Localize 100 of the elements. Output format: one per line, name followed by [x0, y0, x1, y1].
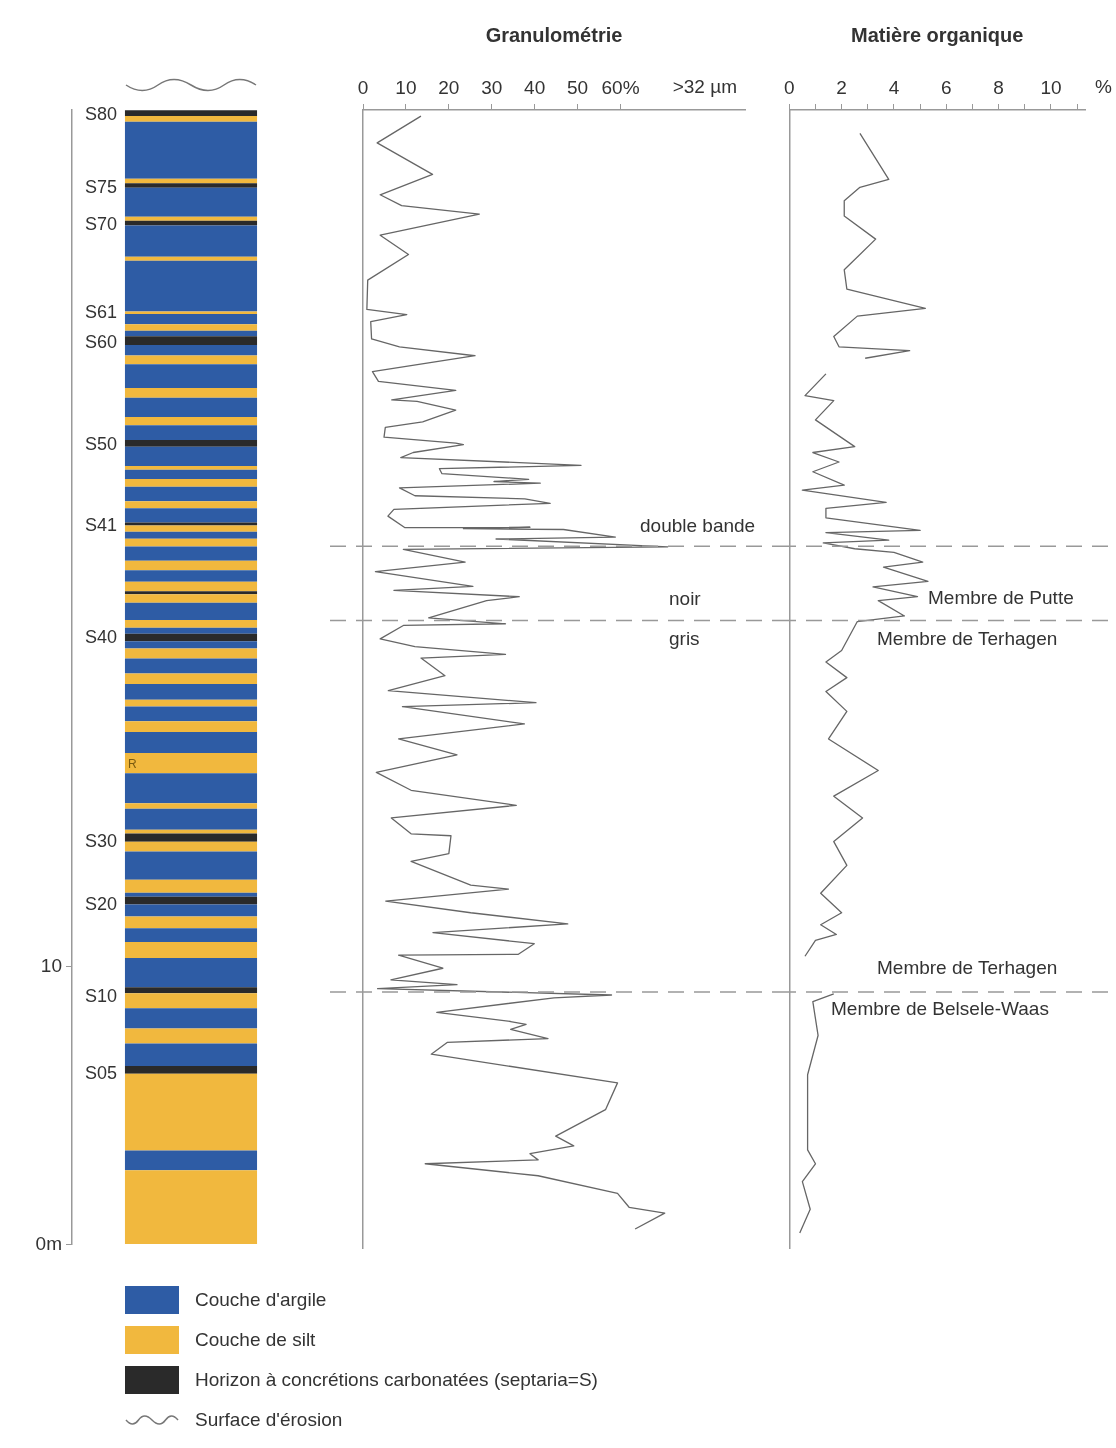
annotation: double bande	[640, 515, 756, 537]
bar	[124, 183, 258, 188]
bar	[124, 904, 258, 917]
text: S60	[84, 331, 117, 352]
bar	[124, 683, 258, 700]
bar	[124, 928, 258, 943]
bar	[124, 469, 258, 480]
bar	[124, 486, 258, 502]
bar	[124, 942, 258, 958]
bar	[124, 570, 258, 582]
bar	[124, 225, 258, 257]
legend-label: Horizon à concrétions carbonatées (septaria=S)	[195, 1369, 598, 1391]
bar	[124, 591, 258, 595]
bar	[124, 417, 258, 426]
text: S20	[84, 893, 117, 914]
bar	[124, 721, 258, 733]
bar	[124, 446, 258, 466]
bar	[124, 178, 258, 184]
x-tick-label: 50	[567, 76, 589, 98]
bar	[124, 538, 258, 547]
bar	[124, 397, 258, 418]
chart-title: Granulométrie	[485, 23, 623, 46]
x-tick-label: 6	[941, 76, 952, 98]
annotation: gris	[669, 628, 700, 650]
bar	[124, 829, 258, 834]
bar	[124, 364, 258, 389]
bar	[124, 440, 258, 447]
x-tick-label: 2	[836, 76, 847, 98]
y-tick-label: 0m	[35, 1232, 62, 1254]
annotation: Membre de Terhagen	[877, 957, 1058, 979]
bar	[124, 330, 258, 337]
bar	[124, 627, 258, 634]
bar	[124, 892, 258, 897]
bar	[124, 216, 258, 221]
x-tick-label: 0	[783, 76, 795, 98]
bar	[124, 957, 258, 988]
x-tick-label: 10	[1040, 76, 1062, 98]
bar	[124, 388, 258, 398]
bar	[124, 260, 258, 312]
bar	[124, 1073, 258, 1151]
bar	[124, 1170, 258, 1245]
bar	[124, 803, 258, 809]
bar	[124, 531, 258, 539]
bar	[124, 993, 258, 1009]
bar	[124, 121, 258, 179]
bar	[124, 602, 258, 621]
bar	[124, 344, 258, 356]
x-axis-title: %	[1095, 76, 1113, 97]
annotation: Membre de Belsele-Waas	[831, 998, 1049, 1020]
x-tick-label: 0	[357, 76, 369, 98]
bar	[124, 1008, 258, 1029]
bar	[124, 110, 258, 117]
bar	[124, 355, 258, 365]
bar	[124, 833, 258, 842]
text: S41	[84, 514, 117, 535]
text: S10	[84, 985, 117, 1006]
text: S70	[84, 213, 117, 234]
bar	[124, 116, 258, 122]
text: S75	[84, 176, 117, 197]
x-tick-label: 20	[438, 76, 460, 98]
bar	[124, 916, 258, 929]
bar	[124, 324, 258, 331]
text: S05	[84, 1062, 117, 1083]
bar	[124, 594, 258, 603]
bar	[124, 633, 258, 642]
bar	[124, 501, 258, 509]
bar	[124, 336, 258, 345]
bar	[124, 896, 258, 905]
x-tick-label: 8	[993, 76, 1004, 98]
text: S40	[84, 626, 117, 647]
bar	[124, 1028, 258, 1044]
bar	[124, 706, 258, 722]
bar	[124, 851, 258, 880]
bar	[124, 522, 258, 526]
bar	[124, 1066, 258, 1074]
bar	[124, 560, 258, 571]
bar	[124, 546, 258, 561]
chart-title: Matière organique	[851, 23, 1024, 46]
annotation: Membre de Putte	[928, 587, 1074, 609]
bar	[124, 773, 258, 804]
bar	[124, 641, 258, 649]
bar	[124, 425, 258, 441]
bar	[124, 256, 258, 261]
bar	[124, 479, 258, 487]
x-tick-label: 10	[395, 76, 417, 98]
bar	[124, 314, 258, 325]
bar	[124, 808, 258, 830]
x-axis-title: >32 µm	[672, 76, 737, 97]
bar	[124, 987, 258, 994]
annotation: noir	[669, 588, 702, 610]
text: S80	[84, 103, 117, 124]
bar	[124, 879, 258, 893]
legend-label: Couche d'argile	[195, 1289, 327, 1311]
bar	[124, 732, 258, 753]
bar	[124, 648, 258, 659]
bar	[124, 752, 258, 774]
legend-label: Couche de silt	[195, 1329, 316, 1351]
annotation: R	[128, 757, 137, 772]
text: Surface d'érosion	[195, 1409, 343, 1431]
text: S61	[84, 301, 117, 322]
